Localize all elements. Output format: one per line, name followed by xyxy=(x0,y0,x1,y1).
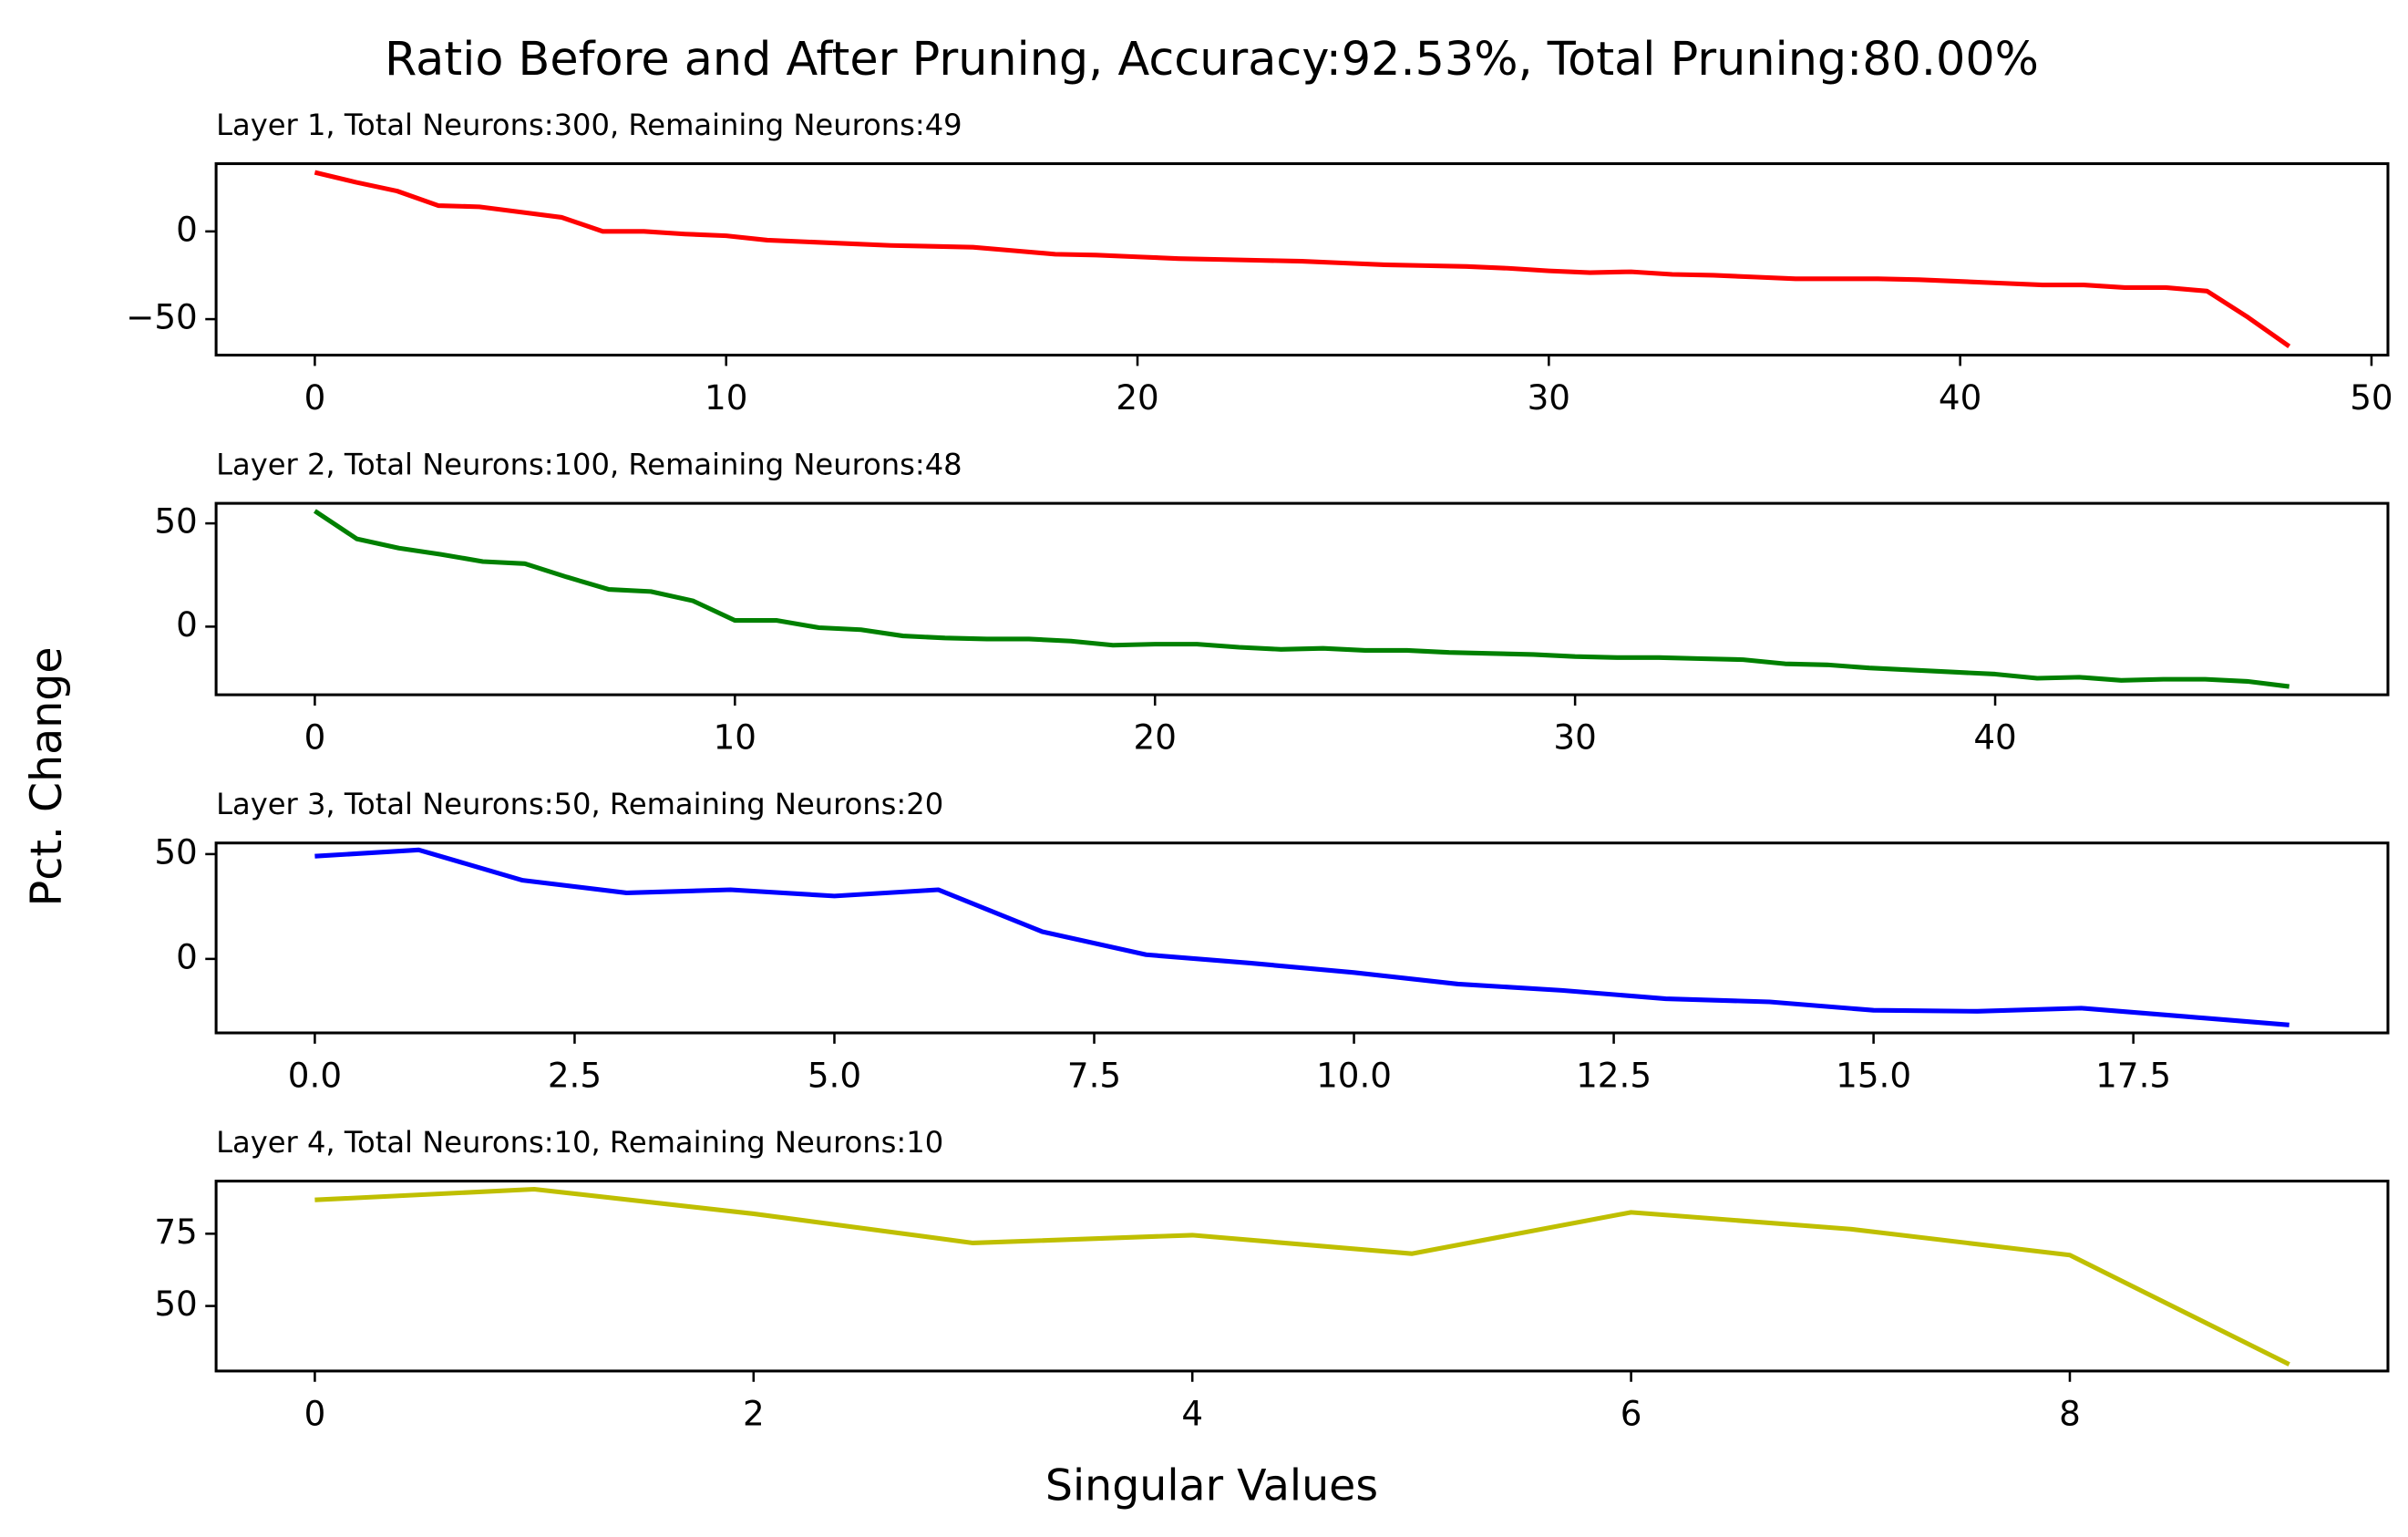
x-tick-label: 15.0 xyxy=(1836,1056,1911,1096)
plot-frame xyxy=(214,841,2390,1035)
x-tick-label: 10.0 xyxy=(1316,1056,1392,1096)
y-tick-label: 50 xyxy=(154,1284,197,1324)
x-tick-label: 50 xyxy=(2350,377,2393,418)
y-tick-label: 0 xyxy=(176,936,198,976)
data-line xyxy=(314,509,2290,689)
data-line xyxy=(314,847,2290,1027)
x-tick-label: 40 xyxy=(1973,717,2016,758)
x-tick-label: 0 xyxy=(304,717,326,758)
x-axis-label: Singular Values xyxy=(1045,1461,1378,1511)
y-tick-label: 0 xyxy=(176,209,198,249)
x-tick-label: 0 xyxy=(304,1394,326,1434)
x-tick-label: 0.0 xyxy=(288,1056,342,1096)
y-tick-label: 50 xyxy=(154,501,197,542)
x-tick-label: 10 xyxy=(714,717,756,758)
plot-frame xyxy=(214,162,2390,357)
subplot-title: Layer 3, Total Neurons:50, Remaining Neu… xyxy=(216,787,943,821)
data-line xyxy=(314,1186,2290,1367)
subplot-title: Layer 1, Total Neurons:300, Remaining Ne… xyxy=(216,108,962,142)
x-tick-label: 30 xyxy=(1528,377,1570,418)
x-tick-label: 5.0 xyxy=(808,1056,861,1096)
x-tick-label: 17.5 xyxy=(2095,1056,2171,1096)
plot-frame xyxy=(214,501,2390,696)
x-tick-label: 20 xyxy=(1134,717,1177,758)
figure-title: Ratio Before and After Pruning, Accuracy… xyxy=(385,32,2039,86)
y-tick-label: −50 xyxy=(126,297,198,337)
y-axis-label: Pct. Change xyxy=(22,646,72,906)
y-tick-label: 75 xyxy=(154,1212,197,1252)
x-tick-label: 7.5 xyxy=(1067,1056,1121,1096)
x-tick-label: 6 xyxy=(1621,1394,1642,1434)
x-tick-label: 4 xyxy=(1181,1394,1203,1434)
plot-frame xyxy=(214,1180,2390,1373)
subplot-title: Layer 2, Total Neurons:100, Remaining Ne… xyxy=(216,447,962,481)
x-tick-label: 2 xyxy=(743,1394,765,1434)
x-tick-label: 40 xyxy=(1939,377,1981,418)
x-tick-label: 2.5 xyxy=(548,1056,602,1096)
x-tick-label: 30 xyxy=(1553,717,1596,758)
subplot-title: Layer 4, Total Neurons:10, Remaining Neu… xyxy=(216,1125,943,1160)
x-tick-label: 8 xyxy=(2059,1394,2081,1434)
x-tick-label: 20 xyxy=(1116,377,1158,418)
x-tick-label: 12.5 xyxy=(1576,1056,1652,1096)
y-tick-label: 0 xyxy=(176,604,198,645)
y-tick-label: 50 xyxy=(154,831,197,872)
x-tick-label: 10 xyxy=(705,377,747,418)
x-tick-label: 0 xyxy=(304,377,326,418)
data-line xyxy=(314,170,2291,348)
